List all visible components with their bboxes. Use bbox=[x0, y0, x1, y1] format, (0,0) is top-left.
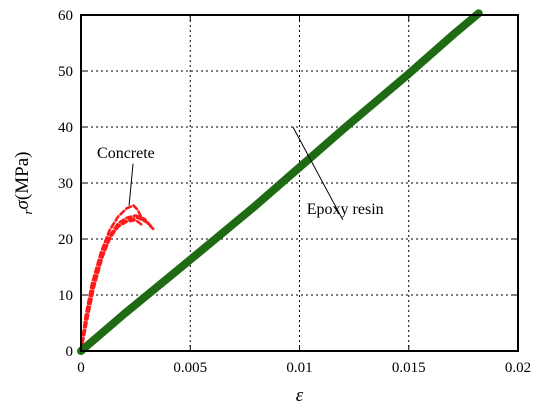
x-tick-label: 0 bbox=[77, 360, 85, 376]
epoxy-resin-annotation-pointer bbox=[292, 126, 344, 221]
x-tick-label: 0.02 bbox=[505, 360, 531, 376]
series-layer bbox=[77, 9, 483, 355]
concrete-series-line bbox=[79, 218, 144, 353]
x-tick-label: 0.005 bbox=[173, 360, 207, 376]
x-tick-label: 0.015 bbox=[392, 360, 426, 376]
y-tick-label: 60 bbox=[58, 8, 73, 24]
y-tick-label: 40 bbox=[58, 120, 73, 136]
tick-layer: 0 0.005 0.01 0.015 0.02 0 10 20 30 40 50 60 bbox=[58, 8, 531, 376]
y-axis-label-unit: (MPa) bbox=[12, 152, 33, 201]
epoxy-resin-annotation: Epoxy resin bbox=[307, 201, 384, 218]
concrete-series-line bbox=[79, 214, 153, 353]
y-tick-label: 10 bbox=[58, 288, 73, 304]
y-tick-label: 0 bbox=[66, 344, 74, 360]
annotation-layer: Concrete Epoxy resin bbox=[97, 126, 384, 221]
x-tick-label: 0.01 bbox=[286, 360, 312, 376]
concrete-annotation: Concrete bbox=[97, 145, 155, 162]
y-axis-label: rσ(MPa) bbox=[12, 152, 35, 215]
y-axis-label-symbol: σ bbox=[12, 199, 33, 209]
svg-text:rσ(MPa): rσ(MPa) bbox=[12, 152, 35, 215]
concrete-annotation-pointer bbox=[128, 163, 134, 206]
y-tick-label: 30 bbox=[58, 176, 73, 192]
y-tick-label: 50 bbox=[58, 64, 73, 80]
epoxy-resin-series-line bbox=[77, 9, 483, 355]
y-tick-label: 20 bbox=[58, 232, 73, 248]
y-axis-label-subscript: r bbox=[20, 209, 35, 215]
x-axis-label: ε bbox=[296, 385, 304, 406]
